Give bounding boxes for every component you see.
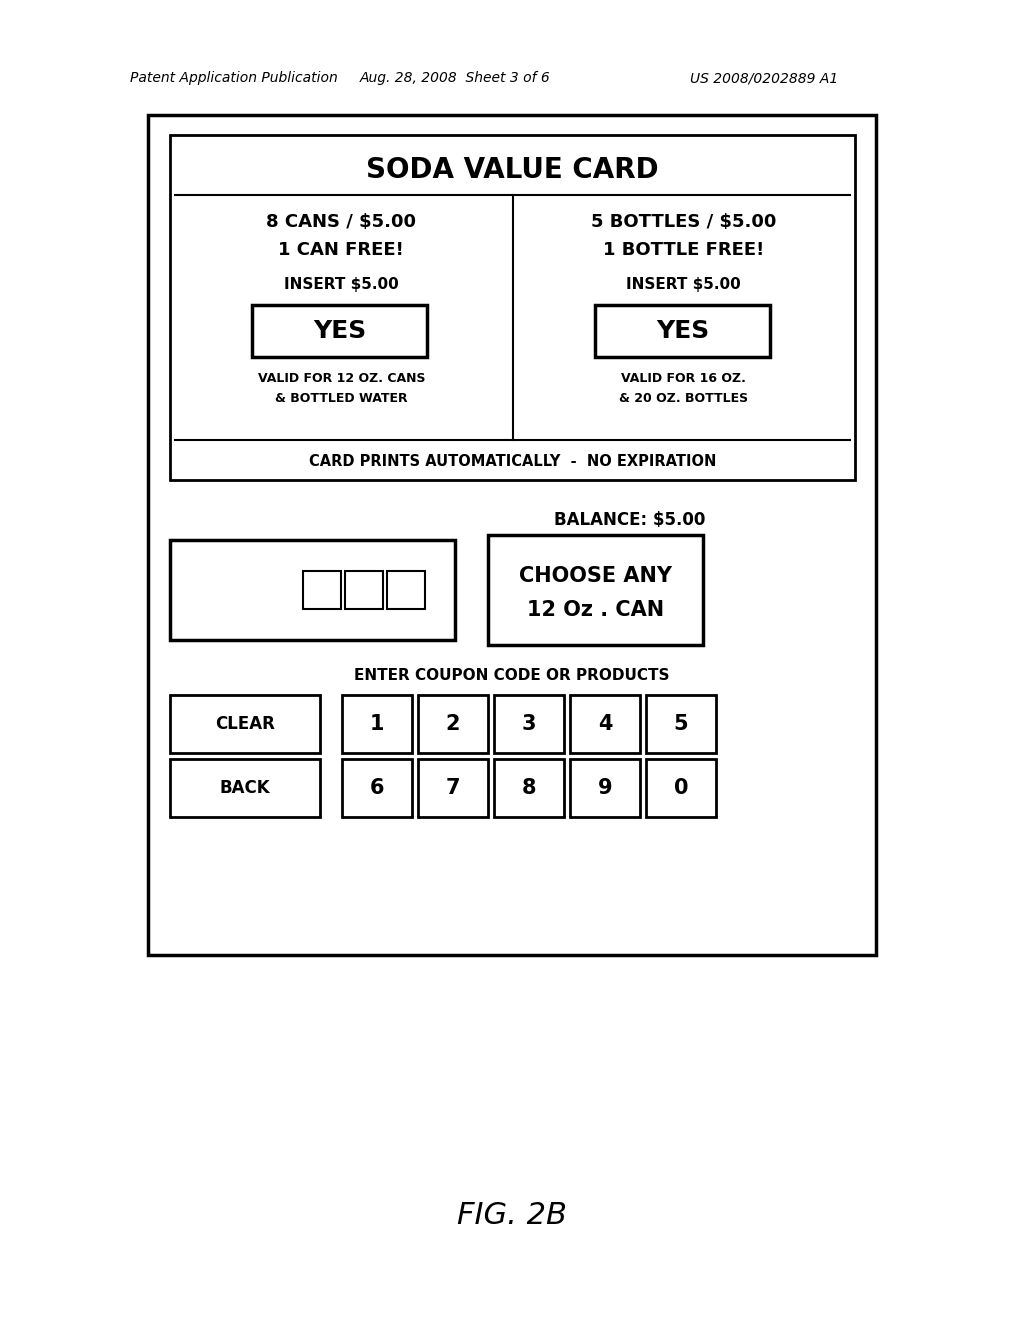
Text: 1 BOTTLE FREE!: 1 BOTTLE FREE! [603, 242, 764, 259]
Bar [494, 759, 564, 817]
Text: & BOTTLED WATER: & BOTTLED WATER [274, 392, 408, 404]
Bar [170, 135, 855, 480]
Text: Patent Application Publication: Patent Application Publication [130, 71, 338, 84]
Text: 5 BOTTLES / $5.00: 5 BOTTLES / $5.00 [591, 213, 776, 231]
Bar [148, 115, 876, 954]
Text: 3: 3 [522, 714, 537, 734]
Bar [646, 696, 716, 752]
Text: INSERT $5.00: INSERT $5.00 [284, 277, 398, 293]
Bar [570, 759, 640, 817]
Text: 7: 7 [445, 777, 460, 799]
Text: FIG. 2B: FIG. 2B [457, 1200, 567, 1229]
Bar [170, 759, 319, 817]
Text: ENTER COUPON CODE OR PRODUCTS: ENTER COUPON CODE OR PRODUCTS [354, 668, 670, 682]
Text: VALID FOR 16 OZ.: VALID FOR 16 OZ. [622, 371, 746, 384]
Bar [570, 696, 640, 752]
Text: 5: 5 [674, 714, 688, 734]
Text: CHOOSE ANY: CHOOSE ANY [519, 566, 672, 586]
Text: YES: YES [656, 319, 710, 343]
Bar [344, 572, 383, 609]
Text: & 20 OZ. BOTTLES: & 20 OZ. BOTTLES [620, 392, 749, 404]
Text: 8 CANS / $5.00: 8 CANS / $5.00 [266, 213, 416, 231]
Text: CLEAR: CLEAR [215, 715, 274, 733]
Text: BALANCE: $5.00: BALANCE: $5.00 [554, 511, 706, 529]
Text: 1 CAN FREE!: 1 CAN FREE! [279, 242, 404, 259]
Bar [494, 696, 564, 752]
Text: SODA VALUE CARD: SODA VALUE CARD [367, 156, 658, 183]
Bar [418, 759, 488, 817]
Text: CARD PRINTS AUTOMATICALLY  -  NO EXPIRATION: CARD PRINTS AUTOMATICALLY - NO EXPIRATIO… [309, 454, 716, 470]
Text: 4: 4 [598, 714, 612, 734]
Text: 0: 0 [674, 777, 688, 799]
Bar [488, 535, 703, 645]
Bar [302, 572, 341, 609]
Text: BACK: BACK [220, 779, 270, 797]
Bar [252, 305, 427, 356]
Bar [342, 759, 412, 817]
Bar [646, 759, 716, 817]
Text: 12 Oz . CAN: 12 Oz . CAN [527, 599, 664, 620]
Text: 9: 9 [598, 777, 612, 799]
Text: VALID FOR 12 OZ. CANS: VALID FOR 12 OZ. CANS [257, 371, 425, 384]
Text: 6: 6 [370, 777, 384, 799]
Text: INSERT $5.00: INSERT $5.00 [627, 277, 741, 293]
Text: YES: YES [313, 319, 367, 343]
Bar [170, 540, 455, 640]
Bar [595, 305, 770, 356]
Bar [418, 696, 488, 752]
Bar [170, 696, 319, 752]
Text: 8: 8 [522, 777, 537, 799]
Text: 2: 2 [445, 714, 460, 734]
Bar [342, 696, 412, 752]
Text: US 2008/0202889 A1: US 2008/0202889 A1 [690, 71, 839, 84]
Bar [386, 572, 425, 609]
Text: Aug. 28, 2008  Sheet 3 of 6: Aug. 28, 2008 Sheet 3 of 6 [360, 71, 551, 84]
Text: 1: 1 [370, 714, 384, 734]
